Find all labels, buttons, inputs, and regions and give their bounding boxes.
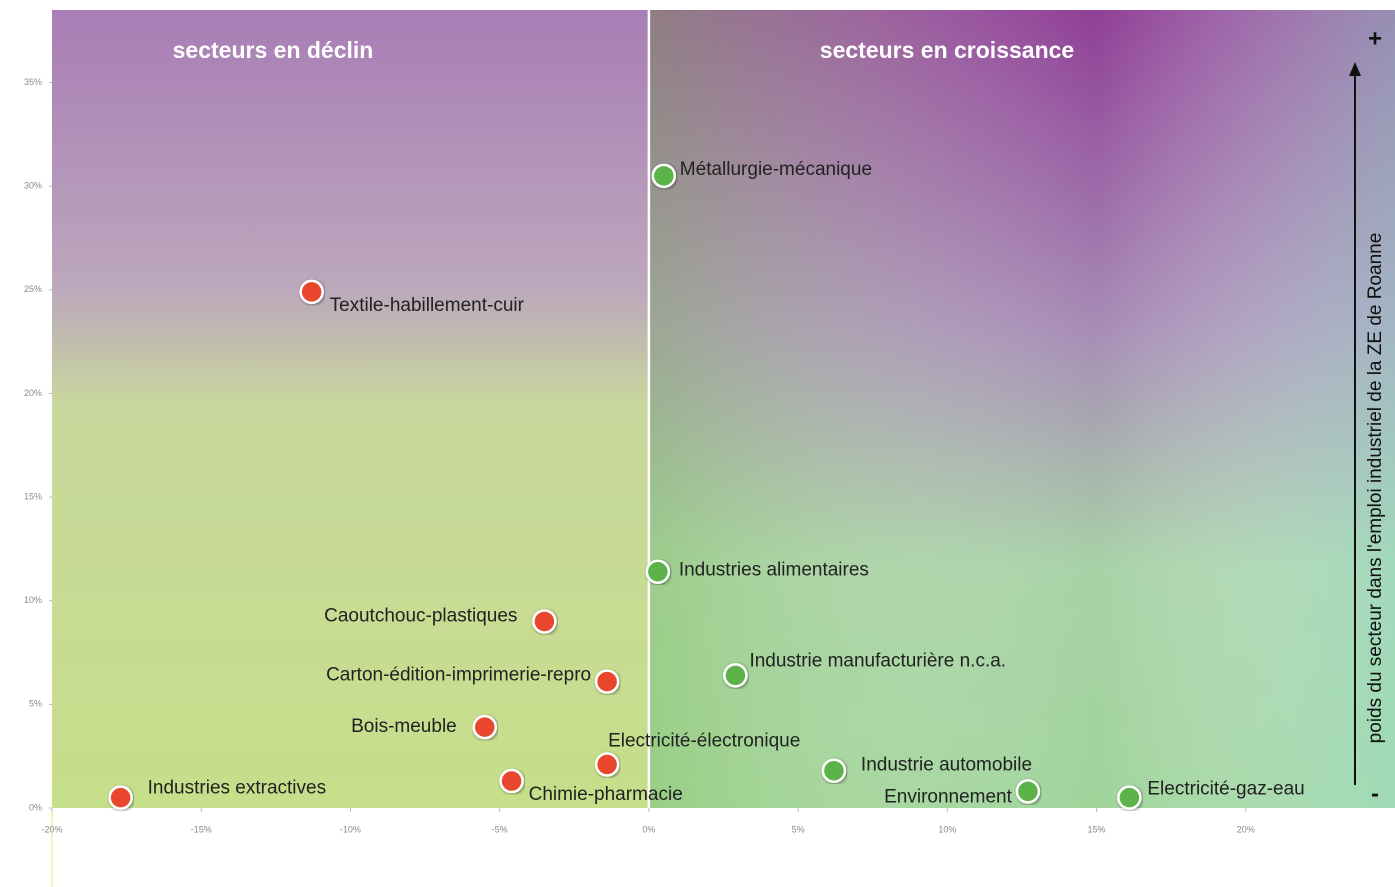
- y-tick-label: 5%: [29, 699, 42, 709]
- x-tick-label: -10%: [340, 824, 361, 834]
- x-tick-label: 0%: [642, 824, 655, 834]
- x-tick-label: 5%: [792, 824, 805, 834]
- plot-background: [52, 10, 1395, 808]
- point: [1117, 785, 1142, 810]
- point: [299, 279, 324, 305]
- quadrant-left: [52, 10, 649, 808]
- annotation: +: [1368, 25, 1382, 52]
- y-tick-label: 10%: [24, 595, 42, 605]
- point: [499, 768, 524, 794]
- point: [108, 785, 133, 810]
- point-label: Industries alimentaires: [679, 560, 869, 581]
- point-label: Métallurgie-mécanique: [680, 159, 872, 180]
- arrow-head: [1349, 62, 1361, 76]
- point-label: Carton-édition-imprimerie-repro: [326, 665, 591, 686]
- y-tick-label: 0%: [29, 802, 42, 812]
- quadrant-right-tint: [648, 10, 1395, 808]
- y-tick-label: 20%: [24, 388, 42, 398]
- point: [594, 669, 620, 694]
- x-tick-label: -20%: [41, 824, 62, 834]
- point-label: Industries extractives: [148, 778, 326, 799]
- y-tick-label: 15%: [24, 491, 42, 501]
- point-label: Bois-meuble: [351, 716, 457, 737]
- point: [821, 758, 847, 783]
- y-axis-label: poids du secteur dans l'emploi industrie…: [1365, 233, 1386, 744]
- point-label: Textile-habillement-cuir: [330, 295, 525, 316]
- point-label: Chimie-pharmacie: [529, 784, 683, 805]
- point: [651, 163, 677, 189]
- point: [1015, 779, 1041, 804]
- point-label: Environnement: [884, 786, 1013, 807]
- point: [723, 663, 748, 688]
- point-label: Caoutchouc-plastiques: [324, 605, 517, 626]
- x-tick-label: 20%: [1237, 824, 1255, 834]
- point-label: Industrie automobile: [861, 755, 1032, 776]
- point: [594, 752, 620, 777]
- y-tick-label: 35%: [24, 77, 42, 87]
- x-tick-label: -5%: [492, 824, 508, 834]
- point: [472, 714, 497, 740]
- y-tick-label: 25%: [24, 284, 42, 294]
- annotation: secteurs en déclin: [173, 37, 374, 63]
- x-tick-label: -15%: [191, 824, 212, 834]
- point-label: Electricité-gaz-eau: [1147, 779, 1304, 800]
- point: [645, 559, 671, 584]
- x-tick-label: 15%: [1088, 824, 1106, 834]
- point-label: Industrie manufacturière n.c.a.: [749, 650, 1006, 671]
- y-tick-label: 30%: [24, 181, 42, 191]
- annotation: secteurs en croissance: [820, 37, 1074, 63]
- point: [532, 609, 557, 634]
- point-label: Electricité-électronique: [608, 730, 800, 751]
- x-tick-label: 10%: [938, 824, 956, 834]
- annotation: -: [1371, 780, 1379, 807]
